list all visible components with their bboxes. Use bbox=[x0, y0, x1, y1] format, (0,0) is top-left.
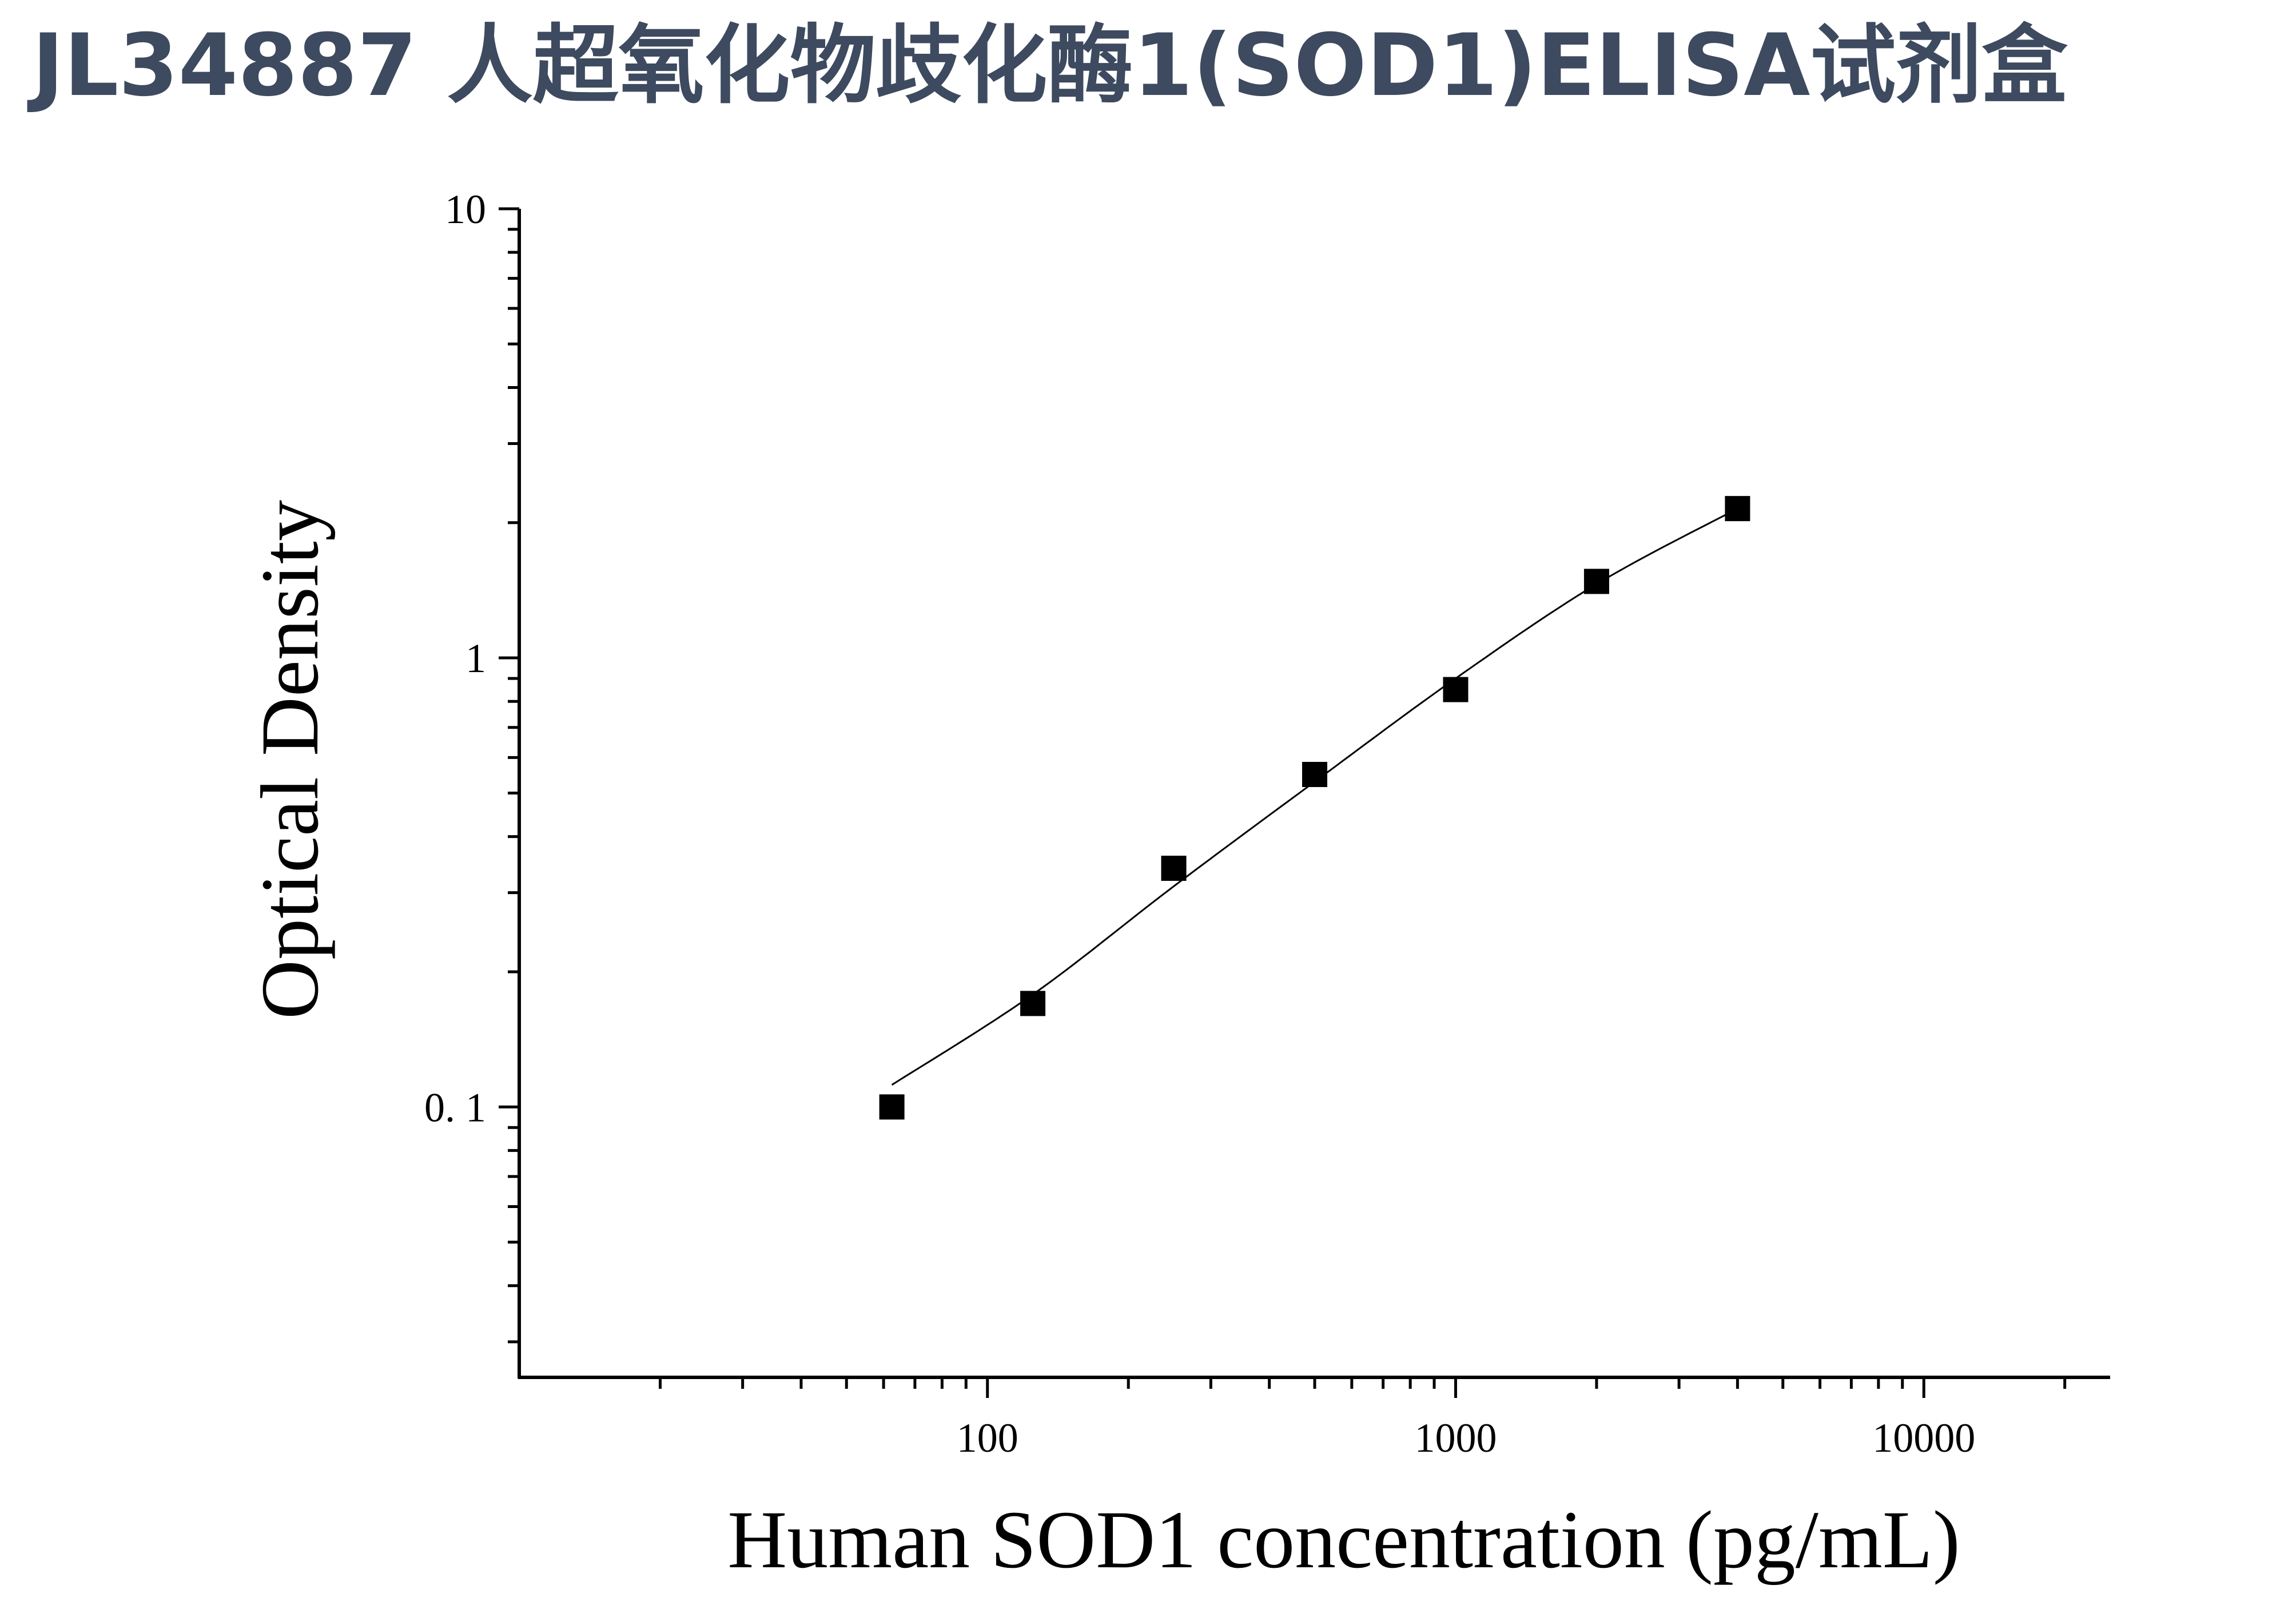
data-point bbox=[1302, 762, 1327, 788]
x-tick-label: 1000 bbox=[1414, 1415, 1497, 1461]
page-title: JL34887 人超氧化物歧化酶1(SOD1)ELISA试剂盒 bbox=[32, 16, 2068, 116]
axes: 0. 1 1 10 100 1000 10000 bbox=[424, 186, 2110, 1461]
data-point bbox=[1725, 496, 1750, 522]
data-point bbox=[1443, 677, 1469, 702]
fit-curve-layer bbox=[891, 507, 1738, 1086]
y-axis-title: Optical Density bbox=[245, 500, 336, 1019]
data-point bbox=[1020, 991, 1046, 1016]
data-point bbox=[1161, 856, 1187, 881]
y-tick-label: 0. 1 bbox=[424, 1084, 486, 1130]
y-tick-label: 10 bbox=[445, 186, 486, 232]
fit-curve bbox=[891, 507, 1738, 1086]
x-tick-label: 10000 bbox=[1872, 1415, 1975, 1461]
data-point bbox=[879, 1094, 905, 1120]
x-tick-label: 100 bbox=[957, 1415, 1018, 1461]
data-points-layer bbox=[879, 496, 1750, 1120]
data-point bbox=[1583, 569, 1609, 594]
y-tick-label: 1 bbox=[465, 635, 486, 681]
x-axis-title: Human SOD1 concentration (pg/mL) bbox=[727, 1495, 1960, 1586]
